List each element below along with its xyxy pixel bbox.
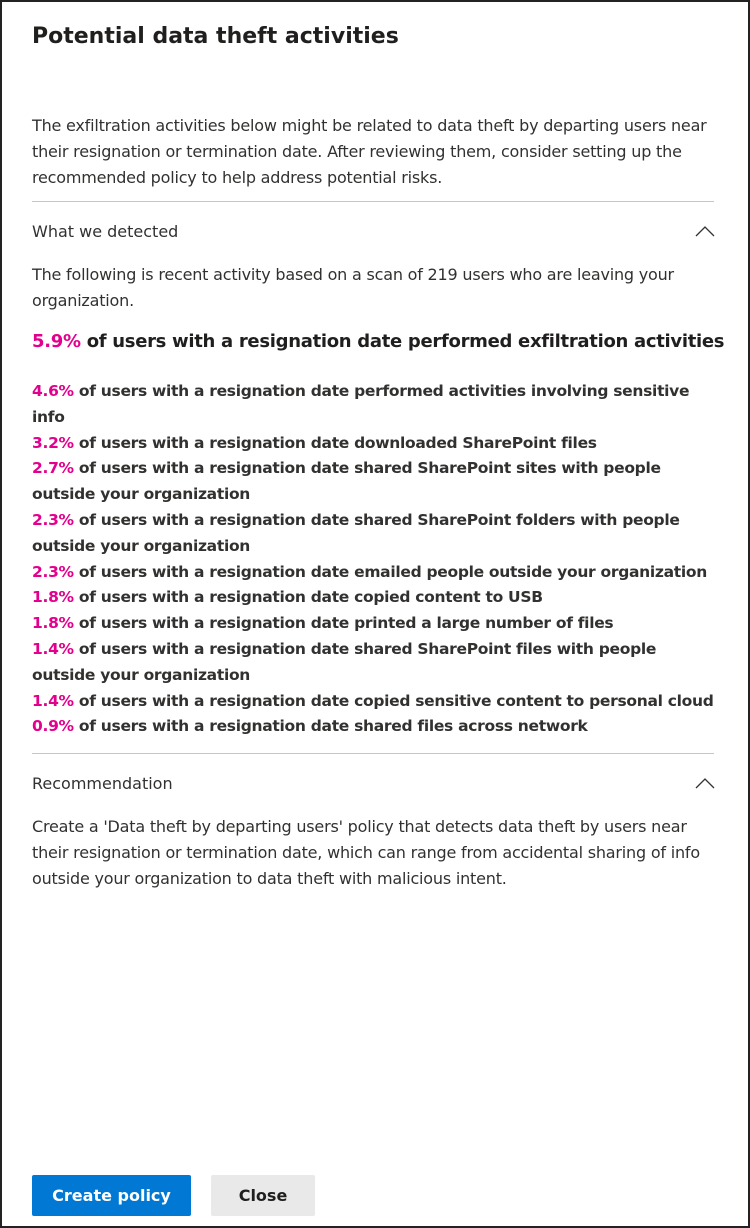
stat-text: of users with a resignation date downloa… xyxy=(73,433,597,452)
stat-text: of users with a resignation date shared … xyxy=(32,639,657,684)
panel-title: Potential data theft activities xyxy=(32,24,399,49)
chevron-up-icon[interactable] xyxy=(694,776,716,790)
stat-text: of users with a resignation date printed… xyxy=(73,614,614,633)
stat-text: of users with a resignation date emailed… xyxy=(73,562,707,581)
stat-percent: 0.9% xyxy=(32,717,74,736)
stat-item: 2.3% of users with a resignation date em… xyxy=(32,560,722,586)
stat-item: 1.4% of users with a resignation date co… xyxy=(32,689,722,715)
divider xyxy=(32,753,714,754)
stat-text: of users with a resignation date shared … xyxy=(32,510,680,555)
stat-percent: 1.8% xyxy=(32,614,74,633)
stat-text: of users with a resignation date copied … xyxy=(73,588,543,607)
panel-description: The exfiltration activities below might … xyxy=(32,116,707,187)
stat-percent: 3.2% xyxy=(32,433,74,452)
stat-item: 2.3% of users with a resignation date sh… xyxy=(32,508,722,560)
stat-item: 1.8% of users with a resignation date pr… xyxy=(32,611,722,637)
stat-text: of users with a resignation date perform… xyxy=(80,331,725,352)
headline-stat: 5.9% of users with a resignation date pe… xyxy=(32,331,725,352)
stat-percent: 1.8% xyxy=(32,588,74,607)
stat-percent: 2.3% xyxy=(32,510,74,529)
chevron-up-icon[interactable] xyxy=(694,224,716,238)
stat-item: 1.8% of users with a resignation date co… xyxy=(32,585,722,611)
divider xyxy=(32,201,714,202)
detected-intro: The following is recent activity based o… xyxy=(32,265,674,310)
stat-text: of users with a resignation date copied … xyxy=(73,691,714,710)
stat-text: of users with a resignation date perform… xyxy=(32,382,690,426)
stat-percent: 4.6% xyxy=(32,382,74,400)
stat-percent: 1.4% xyxy=(32,639,74,658)
create-policy-button[interactable]: Create policy xyxy=(32,1175,191,1216)
stat-text: of users with a resignation date shared … xyxy=(73,717,588,736)
stats-list: 4.6% of users with a resignation date pe… xyxy=(32,379,722,740)
recommendation-text: Create a 'Data theft by departing users'… xyxy=(32,817,700,888)
stat-item: 4.6% of users with a resignation date pe… xyxy=(32,379,722,431)
stat-percent: 2.3% xyxy=(32,562,74,581)
section-header-recommendation[interactable]: Recommendation xyxy=(32,774,173,793)
stat-item: 0.9% of users with a resignation date sh… xyxy=(32,714,722,740)
close-button[interactable]: Close xyxy=(211,1175,315,1216)
section-header-what-we-detected[interactable]: What we detected xyxy=(32,222,179,241)
stat-item: 2.7% of users with a resignation date sh… xyxy=(32,456,722,508)
stat-percent: 5.9% xyxy=(32,331,81,352)
stat-text: of users with a resignation date shared … xyxy=(32,459,661,504)
stat-item: 1.4% of users with a resignation date sh… xyxy=(32,637,722,689)
stat-item: 3.2% of users with a resignation date do… xyxy=(32,431,722,457)
stat-percent: 2.7% xyxy=(32,459,74,478)
stat-percent: 1.4% xyxy=(32,691,74,710)
